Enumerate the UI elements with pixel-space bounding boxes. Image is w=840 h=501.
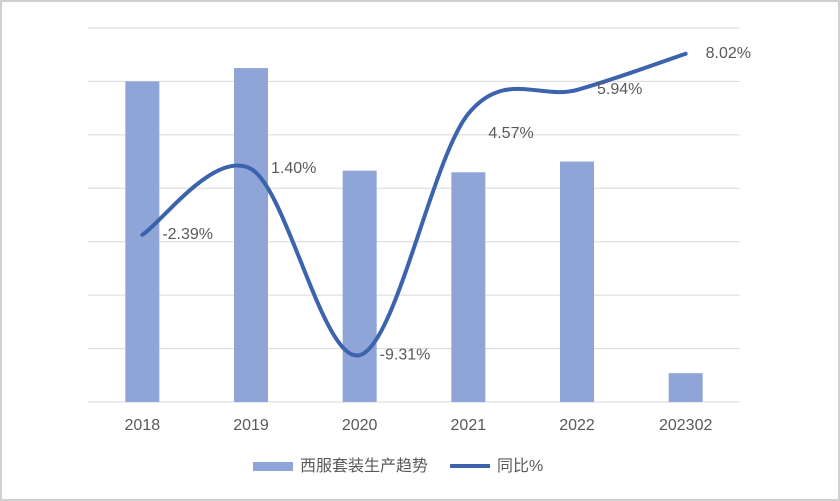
data-label: 4.57% <box>488 125 533 142</box>
legend-label: 同比% <box>497 457 543 475</box>
bar <box>560 161 594 402</box>
data-label: -9.31% <box>380 346 431 363</box>
x-tick-label: 2022 <box>559 417 595 434</box>
bar <box>451 172 486 402</box>
bar <box>125 81 160 402</box>
legend-label: 西服套装生产趋势 <box>300 457 428 475</box>
x-tick-label: 2021 <box>451 417 487 434</box>
legend-swatch <box>253 462 293 471</box>
x-tick-label: 2018 <box>125 417 161 434</box>
x-tick-label: 2019 <box>233 417 269 434</box>
bar <box>234 68 268 403</box>
data-label: 5.94% <box>597 81 642 98</box>
x-tick-label: 2020 <box>342 417 378 434</box>
data-label: 1.40% <box>271 160 316 177</box>
bar <box>342 170 377 402</box>
data-label: -2.39% <box>162 226 213 243</box>
x-tick-label: 202302 <box>659 417 712 434</box>
line <box>140 51 688 358</box>
bar <box>668 373 703 402</box>
data-label: 8.02% <box>706 45 751 62</box>
